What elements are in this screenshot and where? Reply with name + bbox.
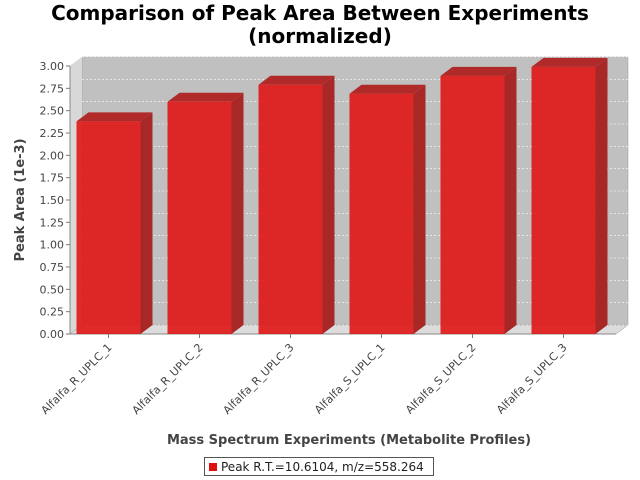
chart-title: Comparison of Peak Area Between Experime… [0, 2, 640, 48]
bar [349, 84, 426, 335]
y-tick-label: 2.50 [40, 105, 65, 118]
bar [531, 57, 608, 334]
bar-top [440, 66, 517, 76]
legend: Peak R.T.=10.6104, m/z=558.264 [204, 457, 434, 476]
bar-front [440, 75, 505, 335]
y-tick-label: 0.75 [40, 261, 65, 274]
y-tick-label: 2.00 [40, 149, 65, 162]
bar [167, 92, 244, 334]
bar-top [349, 84, 426, 94]
x-tick-label: Alfalfa_S_UPLC_3 [494, 341, 570, 417]
y-tick-label: 1.75 [40, 172, 65, 185]
bar-side [413, 84, 426, 335]
x-tick-label: Alfalfa_R_UPLC_2 [130, 341, 206, 417]
x-tick-label: Alfalfa_R_UPLC_3 [221, 341, 297, 417]
y-tick-label: 3.00 [40, 60, 65, 73]
bar-side [595, 57, 608, 334]
bar [76, 112, 153, 335]
bar-side [140, 112, 153, 335]
y-tick-label: 0.50 [40, 283, 65, 296]
y-tick-label: 2.25 [40, 127, 65, 140]
bar [440, 66, 517, 335]
bar-side [231, 92, 244, 334]
x-tick-label: Alfalfa_S_UPLC_2 [403, 341, 479, 417]
bar-front [349, 93, 414, 335]
bar-side [504, 66, 517, 335]
bar [258, 75, 335, 334]
y-axis-label: Peak Area (1e-3) [13, 138, 28, 261]
x-tick-label: Alfalfa_S_UPLC_1 [312, 341, 388, 417]
bar-side [322, 75, 335, 334]
legend-label: Peak R.T.=10.6104, m/z=558.264 [221, 459, 424, 474]
bar-top [258, 75, 335, 85]
bar-front [258, 84, 323, 334]
chart-title-line-1: Comparison of Peak Area Between Experime… [51, 1, 589, 25]
y-tick-label: 1.25 [40, 216, 65, 229]
bar-front [531, 66, 596, 334]
bar-top [531, 57, 608, 67]
x-tick-label: Alfalfa_R_UPLC_1 [39, 341, 115, 417]
y-tick-label: 2.75 [40, 82, 65, 95]
bar-top [76, 112, 153, 122]
bar-front [76, 121, 141, 335]
y-tick-label: 1.50 [40, 194, 65, 207]
y-tick-label: 0.00 [40, 328, 65, 341]
y-tick-label: 0.25 [40, 306, 65, 319]
bar-front [167, 101, 232, 334]
chart-title-line-2: (normalized) [248, 24, 392, 48]
bar-top [167, 92, 244, 102]
legend-swatch [209, 462, 217, 471]
x-axis-label: Mass Spectrum Experiments (Metabolite Pr… [167, 433, 531, 448]
bar-chart: 0.00 0.25 0.50 0.75 1.00 1.25 1.50 1.75 2.00 2.25… [13, 56, 629, 448]
y-tick-label: 1.00 [40, 239, 65, 252]
